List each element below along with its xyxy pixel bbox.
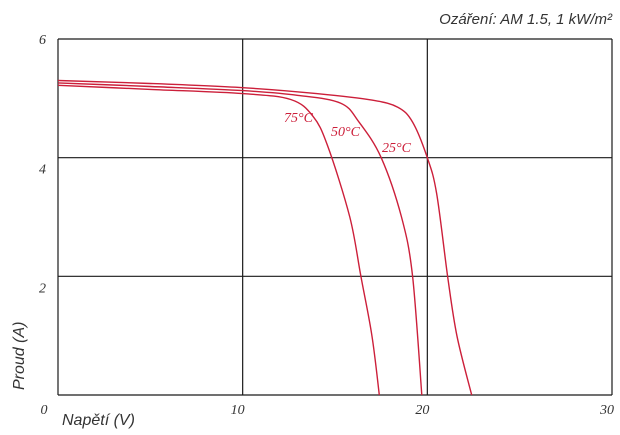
y-tick-label-2: 2 (39, 281, 46, 296)
curves (57, 79, 473, 396)
curve-75c (57, 84, 380, 396)
curve-labels: 25°C 50°C 75°C (284, 111, 412, 156)
y-tick-label-4: 4 (39, 163, 46, 178)
x-tick-label-20: 20 (415, 403, 429, 418)
curve-50c (57, 82, 423, 396)
y-tick-label-6: 6 (39, 33, 46, 48)
x-tick-label-0: 0 (41, 403, 48, 418)
y-axis-label: Proud (A) (11, 322, 28, 390)
grid (57, 38, 613, 396)
curve-25c (57, 79, 473, 396)
tick-labels: 0 10 20 30 2 4 6 (39, 33, 614, 418)
x-tick-label-30: 30 (599, 403, 614, 418)
irradiance-annotation: Ozáření: AM 1.5, 1 kW/m² (439, 11, 613, 28)
x-axis-label: Napětí (V) (62, 412, 135, 429)
x-tick-label-10: 10 (231, 403, 245, 418)
curve-label-25c: 25°C (382, 141, 412, 156)
curve-label-50c: 50°C (331, 125, 361, 140)
curve-label-75c: 75°C (284, 111, 314, 126)
